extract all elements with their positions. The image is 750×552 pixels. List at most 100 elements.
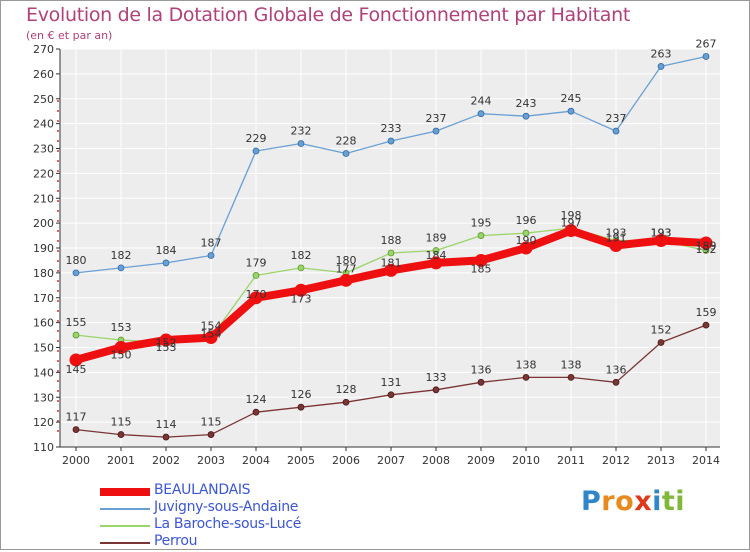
data-point [72,269,80,277]
data-point [252,147,260,155]
data-label: 124 [246,393,267,406]
y-tick-label: 160 [33,317,54,330]
data-label: 190 [516,234,537,247]
data-point [252,271,260,279]
x-tick-label: 2013 [647,454,675,467]
data-label: 188 [381,234,402,247]
data-point [609,239,623,253]
y-tick-label: 210 [33,192,54,205]
data-label: 184 [426,249,447,262]
data-label: 117 [66,411,87,424]
data-label: 152 [156,337,177,350]
legend-swatch-perrou [100,542,150,544]
y-tick-label: 110 [33,441,54,454]
data-label: 193 [651,227,672,240]
data-label: 244 [471,95,492,108]
data-label: 191 [606,232,627,245]
y-tick-label: 250 [33,93,54,106]
y-tick-label: 140 [33,366,54,379]
y-tick-label: 190 [33,242,54,255]
data-point [72,331,80,339]
data-point [72,426,80,433]
logo-letter: x [634,486,653,517]
data-point [432,247,440,254]
x-tick-label: 2009 [467,454,495,467]
data-label: 198 [561,209,582,222]
legend-label-beaulandais: BEAULANDAIS [154,482,251,498]
y-tick-label: 180 [33,267,54,280]
data-label: 155 [66,316,87,329]
data-point [474,253,488,267]
data-label: 159 [696,306,717,319]
x-tick-label: 2005 [287,454,315,467]
y-tick-label: 150 [33,342,54,355]
data-point [297,264,305,272]
data-label: 263 [651,47,672,60]
data-label: 267 [696,37,717,50]
data-label: 154 [201,320,222,333]
data-label: 150 [111,349,132,362]
data-label: 154 [201,328,222,341]
data-label: 189 [426,231,447,244]
data-point [699,236,713,250]
legend-label-la-baroche: La Baroche-sous-Lucé [154,516,302,532]
data-label: 243 [516,97,537,110]
data-label: 177 [336,262,357,275]
x-tick-label: 2007 [377,454,405,467]
data-point [567,107,575,115]
data-label: 237 [606,112,627,125]
legend-label-juvigny: Juvigny-sous-Andaine [154,499,299,515]
data-point [117,431,125,438]
x-tick-label: 2012 [602,454,630,467]
data-point [657,339,665,346]
data-label: 195 [471,217,492,230]
y-tick-label: 130 [33,391,54,404]
x-tick-label: 2010 [512,454,540,467]
data-point [342,398,350,406]
y-tick-label: 120 [33,416,54,429]
data-label: 182 [291,249,312,262]
y-tick-label: 260 [33,68,54,81]
data-label: 237 [426,112,447,125]
logo-letter: o [615,486,635,517]
data-label: 126 [291,388,312,401]
data-point [384,263,398,277]
data-point [702,53,710,60]
data-point [477,378,485,386]
y-tick-label: 230 [33,143,54,156]
data-point [297,140,305,147]
data-label: 184 [156,244,177,257]
x-tick-label: 2000 [62,454,90,467]
data-point [294,283,308,297]
legend-swatch-juvigny [100,508,150,510]
logo-letter: P [581,486,602,517]
data-label: 229 [246,132,267,145]
data-label: 136 [606,363,627,376]
data-label: 115 [111,416,132,429]
legend-swatch-beaulandais [100,488,150,496]
data-label: 182 [111,249,132,262]
data-point [654,234,668,248]
data-point [249,291,263,305]
data-label: 181 [381,256,402,269]
data-label: 170 [246,288,267,301]
data-point [387,137,395,145]
legend-swatch-la-baroche [100,525,150,527]
data-point [69,353,83,367]
data-point [342,150,350,157]
data-point [117,264,125,272]
x-tick-label: 2001 [107,454,135,467]
proxiti-logo: Proxiti [581,486,685,517]
data-label: 193 [606,227,627,240]
data-point [522,373,530,381]
data-label: 232 [291,125,312,138]
logo-letter: i [652,486,662,517]
data-point [522,229,530,237]
data-point [567,373,575,381]
y-tick-label: 220 [33,167,54,180]
data-point [432,386,440,394]
data-point [387,249,395,257]
data-label: 145 [66,363,87,376]
data-point [297,403,305,411]
